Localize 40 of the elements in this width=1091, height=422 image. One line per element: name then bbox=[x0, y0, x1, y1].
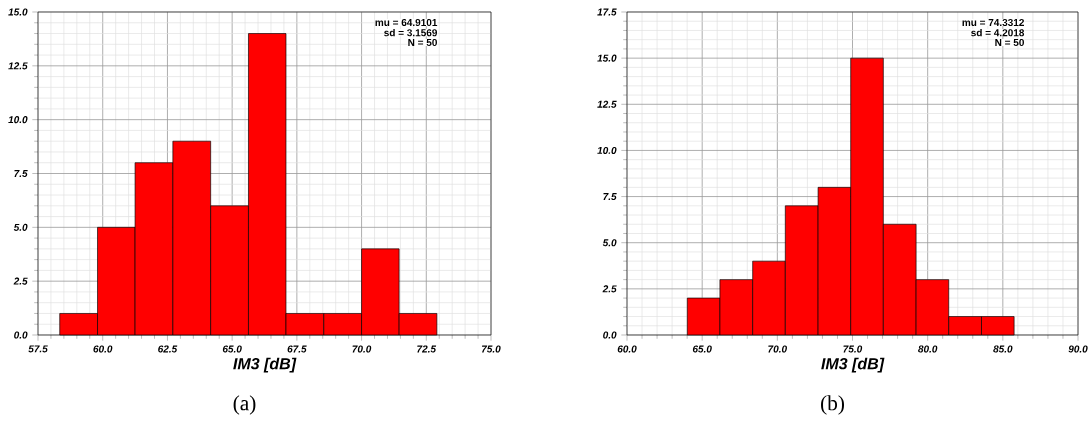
annotation: N = 50 bbox=[995, 38, 1024, 47]
annotation: N = 50 bbox=[408, 38, 437, 47]
y-tick-label: 15.0 bbox=[8, 8, 28, 16]
x-tick-label: 60.0 bbox=[93, 345, 113, 353]
x-tick-label: 75.0 bbox=[843, 345, 863, 353]
x-axis-title: IM3 [dB] bbox=[821, 357, 885, 373]
y-tick-label: 17.5 bbox=[597, 8, 617, 16]
text: (a) bbox=[233, 395, 256, 415]
y-tick-label: 2.5 bbox=[13, 277, 28, 285]
y-tick-label: 7.5 bbox=[603, 193, 617, 201]
y-tick-label: 0.0 bbox=[14, 331, 28, 339]
text: (b) bbox=[821, 395, 845, 415]
x-tick-label: 57.5 bbox=[28, 345, 48, 353]
annotation: mu = 74.3312 bbox=[962, 18, 1024, 27]
x-tick-label: 90.0 bbox=[1068, 345, 1088, 353]
y-tick-label: 0.0 bbox=[603, 331, 617, 339]
annotation: sd = 4.2018 bbox=[971, 28, 1025, 37]
x-tick-label: 75.0 bbox=[481, 345, 501, 353]
x-tick-label: 70.0 bbox=[352, 345, 372, 353]
annotation: mu = 64.9101 bbox=[375, 18, 438, 27]
y-tick-label: 5.0 bbox=[13, 223, 28, 231]
y-tick-label: 5.0 bbox=[602, 239, 617, 247]
annotation: sd = 3.1569 bbox=[384, 28, 438, 37]
y-tick-label: 2.5 bbox=[602, 285, 617, 293]
x-tick-label: 85.0 bbox=[993, 345, 1013, 353]
y-tick-label: 10.0 bbox=[8, 116, 28, 124]
x-axis-title: IM3 [dB] bbox=[233, 357, 297, 373]
x-tick-label: 62.5 bbox=[158, 345, 178, 353]
y-tick-label: 7.5 bbox=[14, 170, 28, 177]
x-tick-label: 72.5 bbox=[417, 345, 437, 353]
y-tick-label: 12.5 bbox=[597, 100, 617, 108]
x-tick-label: 80.0 bbox=[918, 345, 938, 353]
x-tick-label: 67.5 bbox=[287, 345, 307, 353]
x-tick-label: 65.0 bbox=[222, 345, 242, 353]
x-tick-label: 70.0 bbox=[768, 345, 787, 353]
x-tick-label: 60.0 bbox=[617, 345, 637, 353]
x-tick-label: 65.0 bbox=[692, 345, 712, 353]
y-tick-label: 12.5 bbox=[8, 62, 28, 70]
y-tick-label: 15.0 bbox=[597, 54, 617, 62]
y-tick-label: 10.0 bbox=[597, 146, 617, 154]
